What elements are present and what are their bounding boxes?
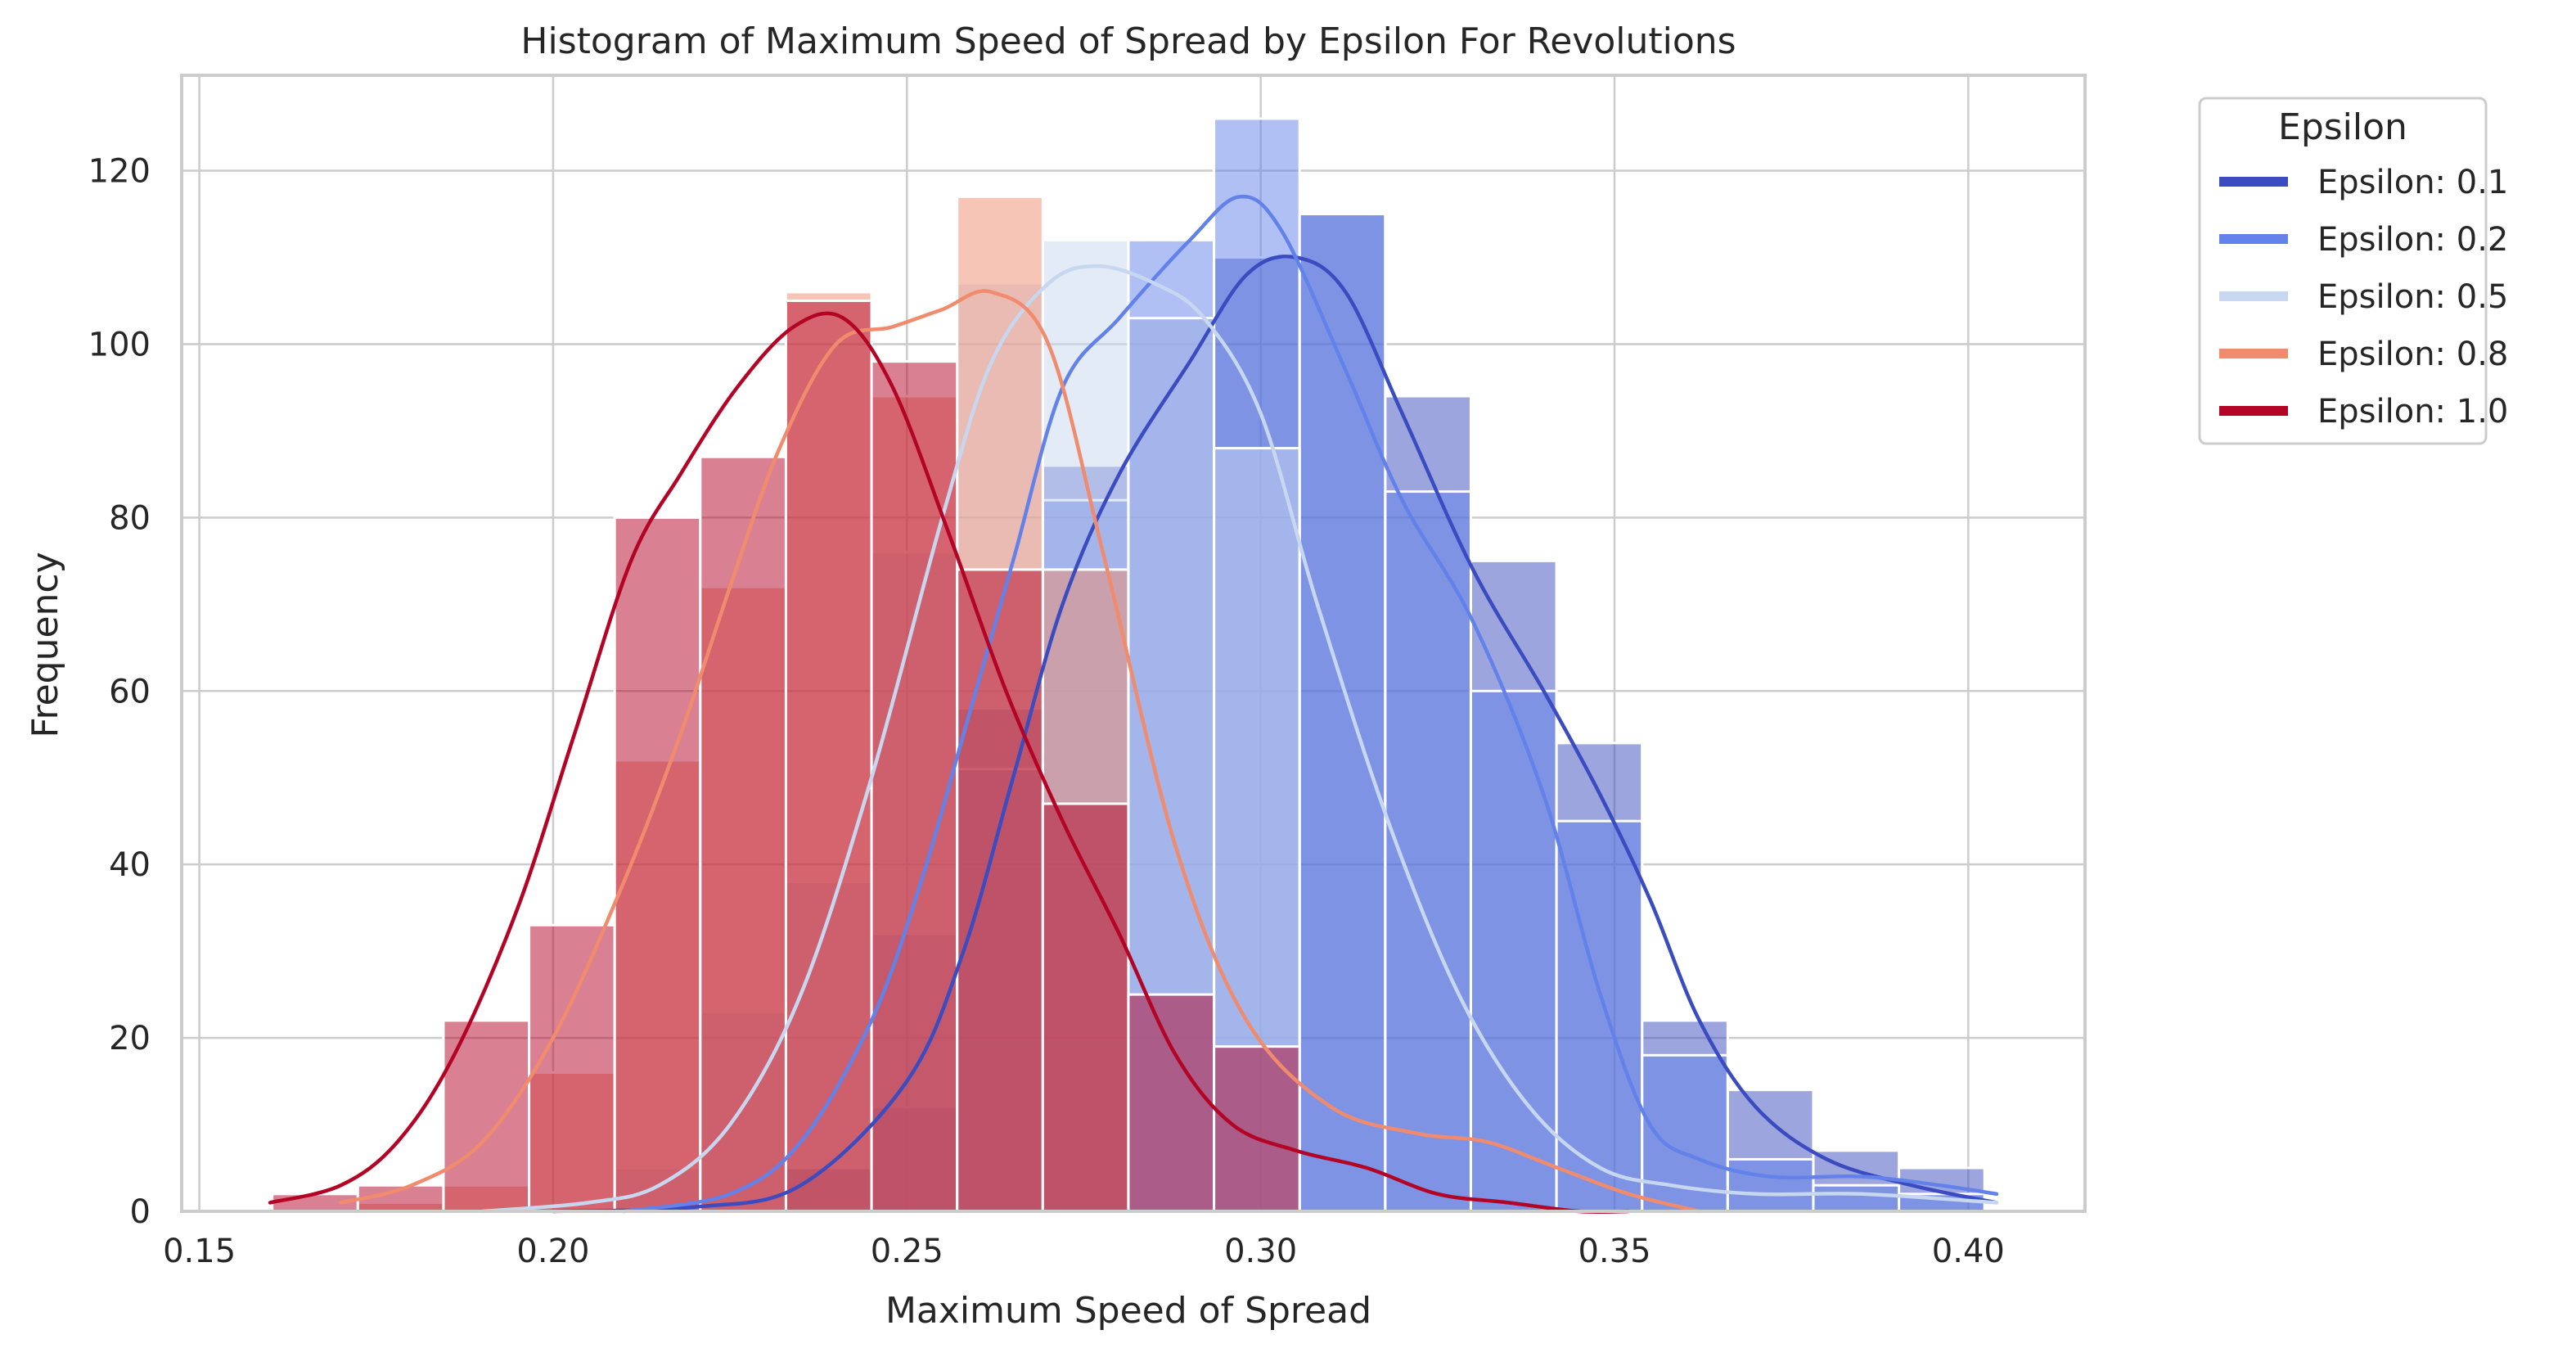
legend-entry: Epsilon: 0.1: [2219, 164, 2508, 201]
histogram-bar: [699, 455, 787, 1213]
legend-label: Epsilon: 1.0: [2317, 393, 2508, 431]
kde-line-series-2: [480, 264, 1999, 1214]
kde-line-series-1: [622, 194, 1999, 1214]
legend-box: [2198, 97, 2488, 445]
legend-entries: Epsilon: 0.1 Epsilon: 0.2 Epsilon: 0.5 Epsi…: [2219, 164, 2508, 431]
histogram-bar: [1298, 213, 1387, 1213]
x-tick-label: 0.15: [163, 1233, 236, 1270]
plot-frame: [180, 74, 2087, 1213]
histogram-bar: [784, 299, 873, 1213]
y-tick-label: 80: [109, 499, 151, 537]
chart-title: Histogram of Maximum Speed of Spread by …: [520, 20, 1736, 62]
legend-entry: Epsilon: 0.8: [2219, 336, 2508, 373]
x-tick-label: 0.35: [1578, 1233, 1651, 1270]
legend-label: Epsilon: 0.8: [2317, 336, 2508, 373]
y-tick-label: 120: [88, 153, 151, 191]
legend-title: Epsilon: [2278, 106, 2407, 148]
histogram-bar: [1469, 689, 1558, 1213]
histogram-bar: [870, 360, 959, 1213]
x-tick-label: 0.30: [1224, 1233, 1297, 1270]
x-tick-label: 0.20: [516, 1233, 589, 1270]
kde-line-series-4: [268, 311, 1631, 1215]
legend-label: Epsilon: 0.5: [2317, 278, 2508, 316]
histogram-bar: [613, 516, 702, 1213]
y-tick-label: 0: [130, 1193, 151, 1231]
x-tick-label: 0.25: [871, 1233, 943, 1270]
x-tick-label: 0.40: [1932, 1233, 2005, 1270]
y-tick-label: 60: [109, 673, 151, 710]
y-tick-label: 40: [109, 846, 151, 884]
y-axis-label: Frequency: [25, 552, 66, 737]
x-tick-labels: 0.15 0.20 0.25 0.30 0.35 0.40: [163, 1233, 2005, 1270]
legend-entry: Epsilon: 1.0: [2219, 393, 2508, 431]
kde-line-series-3: [339, 289, 1701, 1214]
x-axis-label: Maximum Speed of Spread: [885, 1290, 1371, 1332]
legend-label: Epsilon: 0.2: [2317, 221, 2508, 259]
histogram-bar: [528, 923, 616, 1213]
histogram-bar: [1812, 1183, 1901, 1213]
legend-label: Epsilon: 0.1: [2317, 164, 2508, 201]
kde-line-series-0: [551, 255, 1999, 1214]
y-tick-label: 20: [109, 1020, 151, 1057]
y-tick-labels: 0 20 40 60 80 100 120: [88, 153, 151, 1231]
histogram-bar: [1726, 1157, 1815, 1213]
kde-curves: [268, 194, 1999, 1215]
legend-entry: Epsilon: 0.2: [2219, 221, 2508, 259]
y-tick-label: 100: [88, 326, 151, 363]
legend-entry: Epsilon: 0.5: [2219, 278, 2508, 316]
histogram-bar: [1127, 993, 1216, 1213]
histogram-bar: [956, 568, 1044, 1213]
